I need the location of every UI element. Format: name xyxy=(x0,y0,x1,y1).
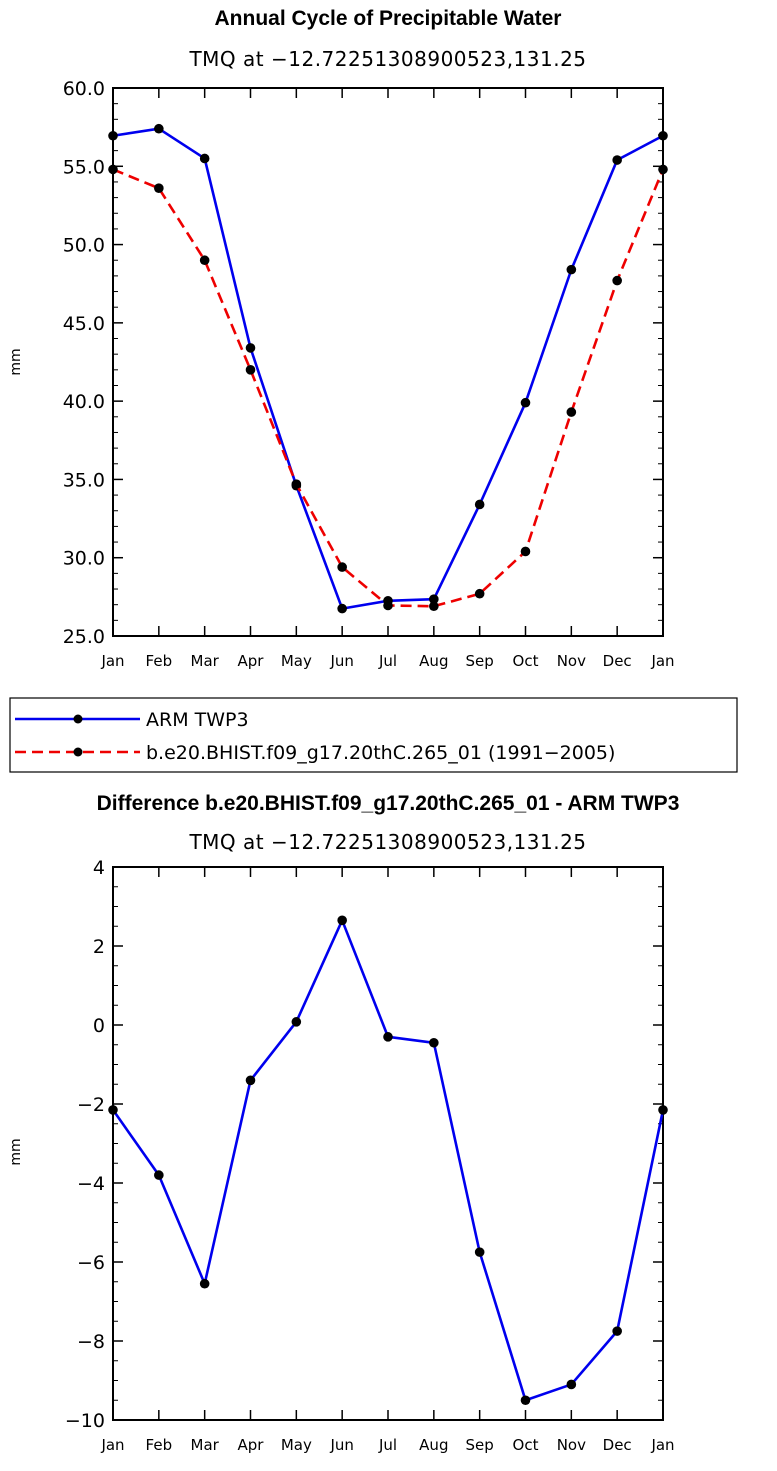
x-tick-label: Sep xyxy=(466,652,494,670)
x-tick-label: Apr xyxy=(238,1436,265,1454)
y-tick-label: 4 xyxy=(93,857,105,879)
data-point xyxy=(199,153,210,164)
data-point xyxy=(612,275,622,286)
top-chart-subtitle: TMQ at −12.72251308900523,131.25 xyxy=(188,47,586,71)
x-tick-label: Sep xyxy=(466,1436,494,1454)
data-point xyxy=(199,1278,210,1289)
data-point xyxy=(383,600,393,611)
x-tick-label: Mar xyxy=(191,652,220,670)
x-tick-label: Dec xyxy=(603,652,632,670)
y-tick-label: −6 xyxy=(77,1252,105,1274)
x-tick-label: May xyxy=(281,652,312,670)
data-point xyxy=(337,562,347,572)
bottom-chart-subtitle: TMQ at −12.72251308900523,131.25 xyxy=(188,830,586,854)
x-tick-label: Aug xyxy=(419,652,448,670)
x-tick-label: Apr xyxy=(238,652,265,670)
y-tick-label: 25.0 xyxy=(63,626,105,648)
data-point xyxy=(383,1032,393,1042)
data-point xyxy=(429,594,439,605)
x-tick-label: Oct xyxy=(513,652,539,670)
x-tick-label: Jul xyxy=(378,652,397,670)
x-tick-label: Mar xyxy=(191,1436,220,1454)
bottom-chart-ylabel: mm xyxy=(8,1138,24,1165)
top-chart-ylabel: mm xyxy=(8,348,24,375)
legend-label-model: b.e20.BHIST.f09_g17.20thC.265_01 (1991−2… xyxy=(146,742,615,764)
data-point xyxy=(337,603,347,614)
plot-frame xyxy=(112,866,664,1421)
data-point xyxy=(474,588,485,599)
data-point xyxy=(429,1037,439,1048)
data-point xyxy=(520,1395,531,1406)
top-plot: 25.0 30.0 35.0 40.0 45.0 50.0 55.0 60.0 Jan Feb Ma… xyxy=(63,78,675,670)
series-line-0 xyxy=(111,919,665,1402)
data-point xyxy=(429,601,439,612)
x-tick-label: Nov xyxy=(557,652,586,670)
x-tick-label: Jun xyxy=(329,652,353,670)
x-tick-label: Dec xyxy=(603,1436,632,1454)
data-point xyxy=(520,546,531,557)
series-line-0 xyxy=(112,127,664,610)
legend-label-arm: ARM TWP3 xyxy=(146,709,249,731)
x-tick-label: Oct xyxy=(513,1436,539,1454)
data-point xyxy=(337,915,347,926)
y-tick-label: 50.0 xyxy=(63,235,105,257)
data-point xyxy=(520,397,531,408)
y-tick-label: 0 xyxy=(93,1015,105,1037)
series-line-1 xyxy=(112,168,665,608)
data-point xyxy=(108,1105,118,1115)
data-point xyxy=(291,1017,302,1027)
x-tick-label: Aug xyxy=(419,1436,448,1454)
data-point xyxy=(566,407,577,417)
bottom-plot: −10 −8 −6 −4 −2 0 2 4 Jan Feb Mar Apr May Jun Jul Aug Se… xyxy=(65,857,675,1454)
data-point xyxy=(291,479,302,489)
y-tick-label: −8 xyxy=(77,1331,105,1353)
x-tick-label: Feb xyxy=(146,652,173,670)
data-point xyxy=(245,365,256,375)
y-tick-label: 30.0 xyxy=(63,548,105,570)
data-point xyxy=(474,1247,485,1257)
data-point xyxy=(154,183,164,194)
x-tick-label: Nov xyxy=(557,1436,586,1454)
top-chart-title: Annual Cycle of Precipitable Water xyxy=(215,7,562,30)
data-point xyxy=(566,264,577,275)
y-tick-label: 2 xyxy=(93,936,105,958)
legend-marker-arm xyxy=(73,714,83,724)
y-tick-label: 55.0 xyxy=(63,156,105,178)
x-tick-label: Jan xyxy=(100,652,124,670)
data-point xyxy=(474,499,485,510)
y-tick-label: 35.0 xyxy=(63,469,105,491)
data-point xyxy=(154,1170,164,1180)
data-point xyxy=(612,155,622,165)
bottom-chart-title: Difference b.e20.BHIST.f09_g17.20thC.265… xyxy=(97,792,680,815)
plot-frame xyxy=(112,87,664,637)
x-tick-label: Feb xyxy=(146,1436,173,1454)
x-tick-label: Jul xyxy=(378,1436,397,1454)
data-point xyxy=(566,1379,577,1390)
x-tick-label: Jun xyxy=(329,1436,353,1454)
y-tick-label: 60.0 xyxy=(63,78,105,100)
data-point xyxy=(154,123,164,134)
y-tick-label: −10 xyxy=(65,1410,105,1432)
data-point xyxy=(658,130,668,141)
legend: ARM TWP3 b.e20.BHIST.f09_g17.20thC.265_0… xyxy=(9,697,738,773)
y-tick-label: −4 xyxy=(77,1173,105,1195)
data-point xyxy=(658,1105,668,1115)
data-point xyxy=(658,164,668,175)
data-point xyxy=(245,1075,256,1086)
data-point xyxy=(108,164,118,175)
x-tick-label: Jan xyxy=(650,1436,674,1454)
data-point xyxy=(199,255,210,266)
x-tick-label: May xyxy=(281,1436,312,1454)
data-point xyxy=(245,343,256,353)
data-point xyxy=(612,1326,622,1336)
data-point xyxy=(108,130,118,141)
y-tick-label: 45.0 xyxy=(63,313,105,335)
y-tick-label: 40.0 xyxy=(63,391,105,413)
x-tick-label: Jan xyxy=(100,1436,124,1454)
y-tick-label: −2 xyxy=(77,1094,105,1116)
legend-marker-model xyxy=(73,747,83,757)
x-tick-label: Jan xyxy=(650,652,674,670)
legend-box xyxy=(9,697,738,773)
